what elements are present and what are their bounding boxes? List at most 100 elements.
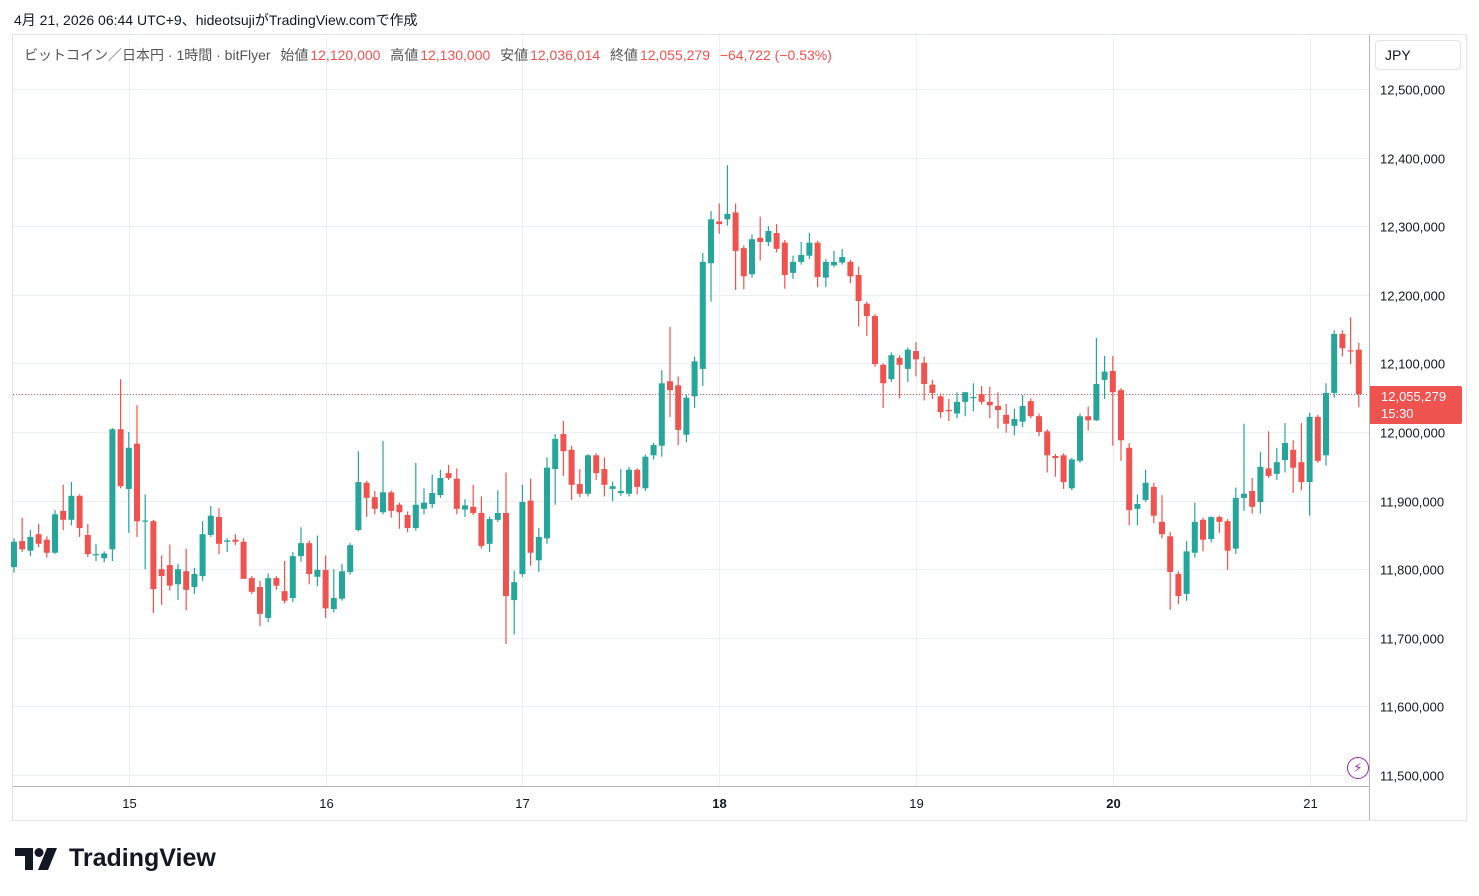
candle-body [699,261,706,369]
candle-body [281,591,288,601]
candle-body [781,242,788,275]
candle-body [289,556,296,599]
candle-down [913,342,919,377]
candle-up [347,543,354,575]
candle-body [1068,459,1075,489]
candle-down [216,508,222,555]
candle-body [371,497,378,509]
candle-up [642,454,649,491]
candle-body [478,512,485,546]
candle-body [52,514,58,553]
candle-body [511,582,518,601]
candle-body [93,554,99,556]
candle-body [831,261,837,266]
candle-body [1109,370,1116,393]
candle-up [289,552,296,603]
candle-down [732,203,739,290]
candle-body [380,492,386,513]
tradingview-logo-icon [15,847,57,870]
candle-body [1150,486,1157,516]
candle-body [749,239,755,275]
candle-body [412,504,419,529]
candle-body [535,536,542,561]
time-tick-label: 17 [515,796,530,811]
candle-up [699,252,706,387]
lightning-icon[interactable]: ⚡ [1347,757,1369,779]
candle-body [708,219,714,264]
candle-body [429,493,436,505]
candle-body [855,274,862,301]
candle-body [142,520,149,522]
candle-body [1036,416,1042,432]
candle-up [904,347,911,382]
candle-body [125,447,132,489]
price-tick-label: 11,900,000 [1380,494,1445,509]
chart-legend: ビットコイン／日本円 · 1時間 · bitFlyer 始値 12,120,000… [24,45,834,65]
candle-body [421,502,427,509]
candle-body [363,482,370,498]
candle-up [544,457,550,544]
candle-body [658,383,665,446]
candle-down [937,393,944,419]
candle-body [863,303,870,317]
last-price-tag: 12,055,279 15:30 [1370,386,1462,424]
candle-down [150,519,157,614]
candle-body [683,397,690,435]
candle-body [913,351,919,360]
candle-down [273,576,280,590]
candle-up [650,442,657,460]
candle-down [716,203,723,234]
candle-down [76,494,83,537]
candle-up [1134,494,1141,526]
candle-body [1241,493,1247,498]
candle-up [519,484,526,577]
candle-down [1339,330,1346,357]
candle-body [1101,371,1108,380]
time-tick-label: 15 [122,796,137,811]
change-value: −64,722 (−0.53%) [719,47,832,63]
candle-down [503,472,509,644]
candle-body [839,257,846,263]
candle-body [445,473,452,478]
candle-down [158,555,165,605]
candle-body [740,248,747,277]
candle-body [1347,350,1354,352]
high-value: 12,130,000 [420,47,491,63]
candle-body [437,477,444,496]
candle-up [1142,469,1149,502]
tradingview-logo[interactable]: TradingView [15,844,216,873]
candle-body [552,438,559,470]
candle-body [265,578,272,618]
candle-up [806,233,813,260]
candle-up [1323,383,1329,466]
candle-up [429,474,436,509]
candle-down [257,580,263,627]
currency-button[interactable]: JPY [1375,40,1461,70]
candle-down [863,301,870,336]
candle-body [1208,517,1215,540]
bar-countdown: 15:30 [1381,406,1414,421]
candle-down [872,314,878,367]
open-value: 12,120,000 [310,47,381,63]
candle-body [60,510,67,520]
candle-down [634,468,641,495]
candle-body [1052,456,1059,459]
candle-up [355,451,362,532]
candle-body [1077,416,1083,461]
candle-down [35,523,42,548]
candle-body [224,540,231,542]
candle-up [314,535,321,587]
time-tick-label: 18 [712,796,727,811]
candle-body [945,410,952,412]
time-tick-label: 19 [909,796,924,811]
symbol-label[interactable]: ビットコイン／日本円 · 1時間 · bitFlyer [24,47,271,63]
candle-body [175,569,181,585]
candle-body [1085,416,1092,421]
candle-up [330,569,337,613]
candle-body [1159,521,1165,535]
candle-down [1298,423,1305,491]
candle-up [683,394,690,443]
candle-body [158,569,165,577]
candle-body [273,578,280,586]
